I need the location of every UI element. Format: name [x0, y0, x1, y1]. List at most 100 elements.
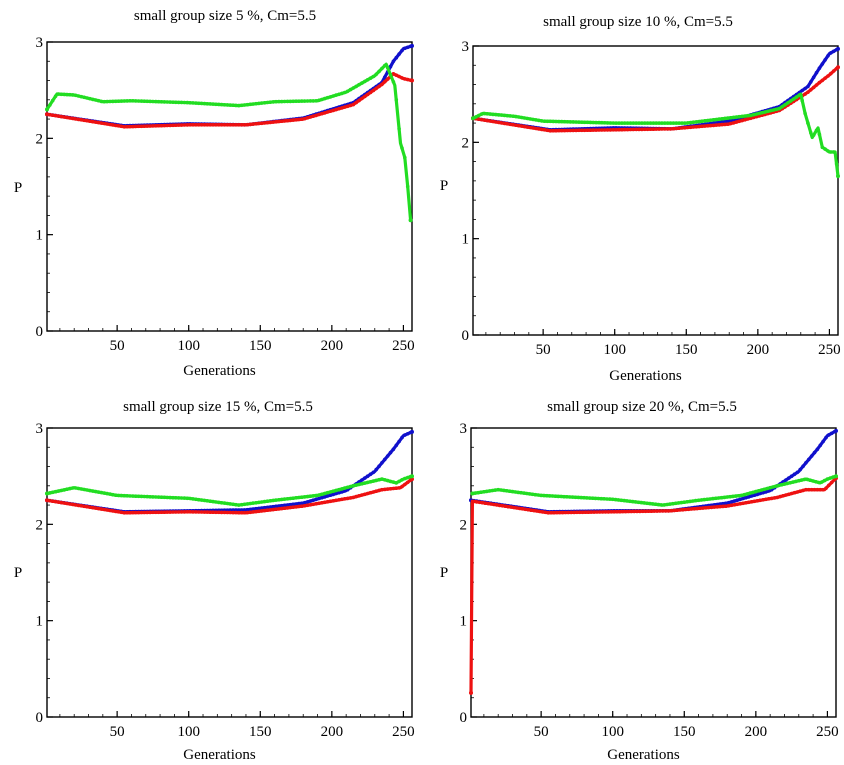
data-point [365, 92, 370, 97]
data-point [740, 118, 744, 123]
data-point [609, 510, 614, 514]
data-point [342, 486, 347, 490]
data-point [529, 508, 533, 512]
data-point [736, 494, 741, 498]
data-point [694, 120, 699, 124]
data-point [522, 124, 527, 129]
data-point [105, 491, 109, 496]
data-point [71, 116, 75, 121]
data-point [214, 510, 218, 515]
data-point [612, 510, 616, 514]
data-point [637, 121, 641, 125]
data-point [322, 111, 327, 115]
data-point [550, 494, 555, 498]
data-point [789, 491, 794, 496]
data-point [45, 107, 49, 112]
data-point [625, 499, 629, 503]
data-point [148, 495, 152, 499]
data-point [594, 120, 598, 125]
data-point [829, 71, 833, 76]
data-point [219, 501, 224, 505]
data-point [371, 88, 376, 93]
data-point [85, 96, 89, 100]
data-point [780, 104, 784, 109]
data-point [285, 118, 290, 123]
data-point [145, 494, 149, 499]
data-point [605, 128, 610, 132]
data-point [334, 498, 338, 503]
data-point [328, 490, 333, 494]
data-point [225, 123, 230, 127]
data-point [403, 433, 407, 437]
data-point [681, 508, 685, 512]
data-point [68, 486, 72, 491]
data-point [539, 127, 544, 132]
y-tick-label: 0 [462, 328, 470, 344]
data-point [168, 495, 172, 500]
x-tick-label: 200 [321, 338, 344, 354]
data-point [96, 506, 101, 511]
data-point [668, 121, 673, 125]
data-point [517, 123, 521, 128]
data-point [374, 72, 379, 77]
data-point [479, 117, 484, 122]
data-point [374, 478, 379, 483]
data-point [191, 510, 195, 514]
data-point [174, 123, 178, 127]
plot-frame [46, 41, 413, 332]
data-point [734, 120, 739, 124]
data-point [59, 92, 64, 97]
data-point [777, 106, 782, 111]
data-point [582, 495, 586, 500]
data-point [342, 90, 347, 95]
data-point [596, 496, 601, 501]
data-point [73, 486, 78, 490]
data-point [297, 501, 301, 506]
data-point [371, 479, 376, 483]
data-point [764, 490, 768, 494]
plot-frame [472, 45, 839, 336]
data-point [139, 510, 144, 515]
data-point [569, 510, 573, 515]
series-markers [45, 474, 414, 507]
data-point [400, 76, 404, 80]
data-point [779, 483, 784, 487]
data-point [771, 108, 776, 112]
y-tick-label: 3 [462, 39, 470, 55]
data-point [782, 482, 787, 486]
data-point [735, 502, 739, 507]
data-point [354, 494, 359, 499]
data-point [712, 505, 717, 509]
data-point [357, 82, 361, 87]
data-point [196, 510, 201, 514]
data-point [488, 119, 493, 123]
data-point [363, 79, 367, 84]
data-point [714, 123, 719, 127]
chart-panel: small group size 15 %, Cm=5.5 0 1 2 3 50 100 15… [14, 399, 415, 763]
data-point [176, 123, 181, 127]
data-point [575, 510, 579, 515]
data-point [678, 508, 682, 512]
data-point [614, 121, 618, 125]
series-line [470, 474, 838, 507]
data-point [254, 506, 258, 511]
data-point [102, 121, 107, 126]
data-point [162, 100, 167, 104]
data-point [520, 507, 525, 511]
data-point [277, 498, 281, 502]
data-point [128, 494, 132, 498]
data-point [211, 499, 215, 504]
data-point [145, 99, 149, 104]
data-point [113, 123, 118, 128]
data-point [308, 499, 313, 503]
data-point [809, 487, 814, 492]
x-axis-label: Generations [607, 747, 680, 763]
data-point [656, 502, 661, 507]
data-point [237, 123, 241, 127]
data-point [277, 119, 281, 124]
data-point [785, 481, 790, 486]
data-point [549, 510, 553, 515]
data-point [583, 510, 588, 514]
data-point [505, 489, 509, 493]
data-point [285, 506, 290, 510]
